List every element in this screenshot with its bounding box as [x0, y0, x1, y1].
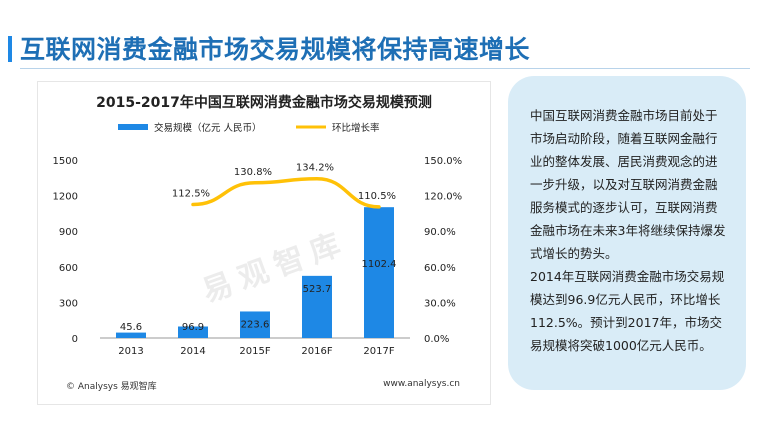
bar	[116, 332, 146, 338]
title-divider	[20, 68, 750, 69]
page-title: 互联网消费金融市场交易规模将保持高速增长	[20, 35, 531, 64]
line-value-label: 130.8%	[234, 167, 272, 178]
y-tick-label-left: 900	[59, 227, 78, 238]
y-tick-label-right: 90.0%	[424, 227, 456, 238]
y-tick-label-right: 60.0%	[424, 263, 456, 274]
y-tick-label-left: 1200	[53, 192, 78, 203]
bar-value-label: 523.7	[303, 284, 332, 295]
y-tick-label-right: 30.0%	[424, 298, 456, 309]
bar	[364, 207, 394, 338]
line-value-label: 134.2%	[296, 163, 334, 174]
summary-card: 中国互联网消费金融市场目前处于市场启动阶段，随着互联网金融行业的整体发展、居民消…	[508, 76, 746, 390]
bar	[240, 311, 270, 338]
y-tick-label-left: 1500	[53, 156, 78, 167]
bar	[178, 326, 208, 338]
y-tick-label-right: 120.0%	[424, 192, 462, 203]
legend-bar-swatch	[118, 124, 148, 130]
series-line	[191, 176, 381, 209]
line-value-label: 110.5%	[358, 191, 396, 202]
chart-title: 2015-2017年中国互联网消费金融市场交易规模预测	[96, 95, 432, 111]
bar-value-label: 45.6	[120, 322, 142, 333]
x-tick-label: 2017F	[363, 346, 394, 357]
chart-svg: 交易规模（亿元 人民币） 环比增长率 0 300 600 900 1200 1500 0.0% 3…	[53, 122, 463, 357]
bar-value-label: 1102.4	[362, 259, 397, 270]
x-tick-label: 2013	[118, 346, 143, 357]
chart-source-url: www.analysys.cn	[383, 379, 460, 389]
summary-text: 中国互联网消费金融市场目前处于市场启动阶段，随着互联网金融行业的整体发展、居民消…	[530, 104, 726, 357]
chart-card: 2015-2017年中国互联网消费金融市场交易规模预测 交易规模（亿元 人民币）…	[38, 82, 490, 404]
line-value-label: 112.5%	[172, 189, 210, 200]
y-tick-label-left: 0	[72, 334, 78, 345]
title-accent-bar	[8, 36, 12, 62]
y-tick-label-right: 0.0%	[424, 334, 449, 345]
bar	[302, 275, 332, 338]
legend-bar-label: 交易规模（亿元 人民币）	[154, 122, 262, 134]
y-tick-label-left: 300	[59, 298, 78, 309]
x-tick-label: 2014	[180, 346, 205, 357]
x-tick-label: 2015F	[239, 346, 270, 357]
y-tick-label-right: 150.0%	[424, 156, 462, 167]
bar-value-label: 96.9	[182, 322, 204, 333]
bar-value-label: 223.6	[241, 319, 270, 330]
x-tick-label: 2016F	[301, 346, 332, 357]
summary-paragraph: 中国互联网消费金融市场目前处于市场启动阶段，随着互联网金融行业的整体发展、居民消…	[530, 108, 726, 261]
y-tick-label-left: 600	[59, 263, 78, 274]
summary-paragraph: 2014年互联网消费金融市场交易规模达到96.9亿元人民币，环比增长112.5%…	[530, 269, 725, 353]
chart-source-label: © Analysys 易观智库	[66, 382, 157, 392]
legend-line-label: 环比增长率	[332, 122, 380, 134]
